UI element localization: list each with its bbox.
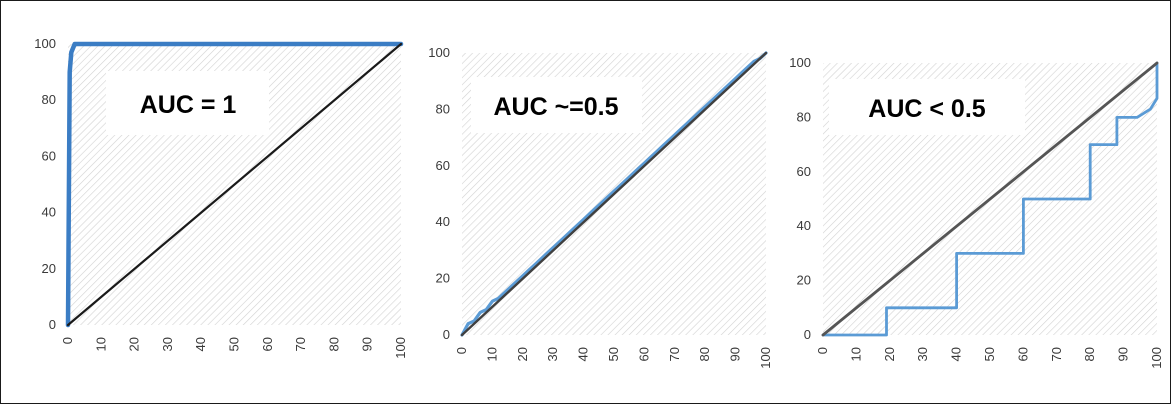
roc-panel-1: 0 20 40 60 80 100 0 10 20 30 40 50 60 70 80 90 100 AUC = … (34, 36, 408, 359)
x-tick-label: 50 (606, 347, 621, 361)
auc-label: AUC ~=0.5 (493, 93, 618, 121)
x-tick-label: 90 (1116, 347, 1131, 361)
x-tick-label: 0 (60, 337, 75, 344)
x-tick-label: 100 (393, 337, 408, 359)
x-tick-label: 10 (848, 347, 863, 361)
y-tick-label: 80 (436, 101, 450, 116)
y-tick-label: 60 (797, 164, 811, 179)
x-tick-label: 80 (697, 347, 712, 361)
x-tick-label: 30 (545, 347, 560, 361)
x-tick-label: 60 (636, 347, 651, 361)
x-tick-label: 0 (454, 347, 469, 354)
x-tick-label: 0 (815, 347, 830, 354)
x-tick-label: 20 (882, 347, 897, 361)
x-tick-label: 100 (758, 347, 773, 369)
x-tick-label: 20 (127, 337, 142, 351)
auc-label-box (829, 79, 1025, 135)
y-tick-label: 0 (49, 317, 56, 332)
x-tick-label: 60 (1015, 347, 1030, 361)
x-tick-label: 90 (360, 337, 375, 351)
x-tick-label: 70 (667, 347, 682, 361)
y-tick-label: 0 (443, 327, 450, 342)
y-tick-label: 80 (42, 92, 56, 107)
roc-panel-3: 0 20 40 60 80 100 0 10 20 30 40 50 60 70 80 90 100 AUC < … (789, 55, 1164, 369)
diagonal-reference-line (66, 42, 403, 327)
x-tick-label: 70 (1049, 347, 1064, 361)
x-tick-label: 70 (293, 337, 308, 351)
y-tick-label: 100 (34, 36, 56, 51)
y-tick-label: 0 (804, 327, 811, 342)
auc-label-box (471, 77, 642, 133)
roc-panel-2: 0 20 40 60 80 100 0 10 20 30 40 50 60 70 80 90 100 AUC ~=… (428, 45, 773, 369)
x-tick-label: 80 (1082, 347, 1097, 361)
y-tick-label: 40 (797, 218, 811, 233)
x-tick-label: 50 (227, 337, 242, 351)
x-tick-label: 90 (728, 347, 743, 361)
y-tick-label: 80 (797, 109, 811, 124)
x-tick-label: 100 (1149, 347, 1164, 369)
y-tick-label: 40 (436, 214, 450, 229)
y-tick-label: 40 (42, 205, 56, 220)
roc-curve-line (460, 51, 768, 337)
x-tick-label: 30 (160, 337, 175, 351)
y-tick-label: 60 (436, 158, 450, 173)
x-tick-label: 60 (260, 337, 275, 351)
y-tick-label: 60 (42, 148, 56, 163)
y-tick-label: 20 (42, 261, 56, 276)
x-tick-label: 80 (326, 337, 341, 351)
roc-curve-line (65, 41, 404, 328)
x-tick-label: 40 (576, 347, 591, 361)
auc-label: AUC < 0.5 (868, 95, 986, 123)
y-tick-label: 100 (428, 45, 450, 60)
y-tick-label: 20 (436, 271, 450, 286)
auc-label-box (106, 71, 269, 135)
x-tick-label: 10 (93, 337, 108, 351)
y-tick-label: 100 (789, 55, 811, 70)
y-tick-label: 20 (797, 273, 811, 288)
x-tick-label: 30 (915, 347, 930, 361)
x-tick-label: 40 (949, 347, 964, 361)
roc-curve-line (821, 61, 1159, 337)
x-tick-label: 20 (515, 347, 530, 361)
x-tick-label: 10 (484, 347, 499, 361)
x-tick-label: 40 (193, 337, 208, 351)
auc-label: AUC = 1 (140, 91, 237, 119)
diagonal-reference-line (460, 51, 768, 337)
diagonal-reference-line (821, 61, 1159, 337)
x-tick-label: 50 (982, 347, 997, 361)
